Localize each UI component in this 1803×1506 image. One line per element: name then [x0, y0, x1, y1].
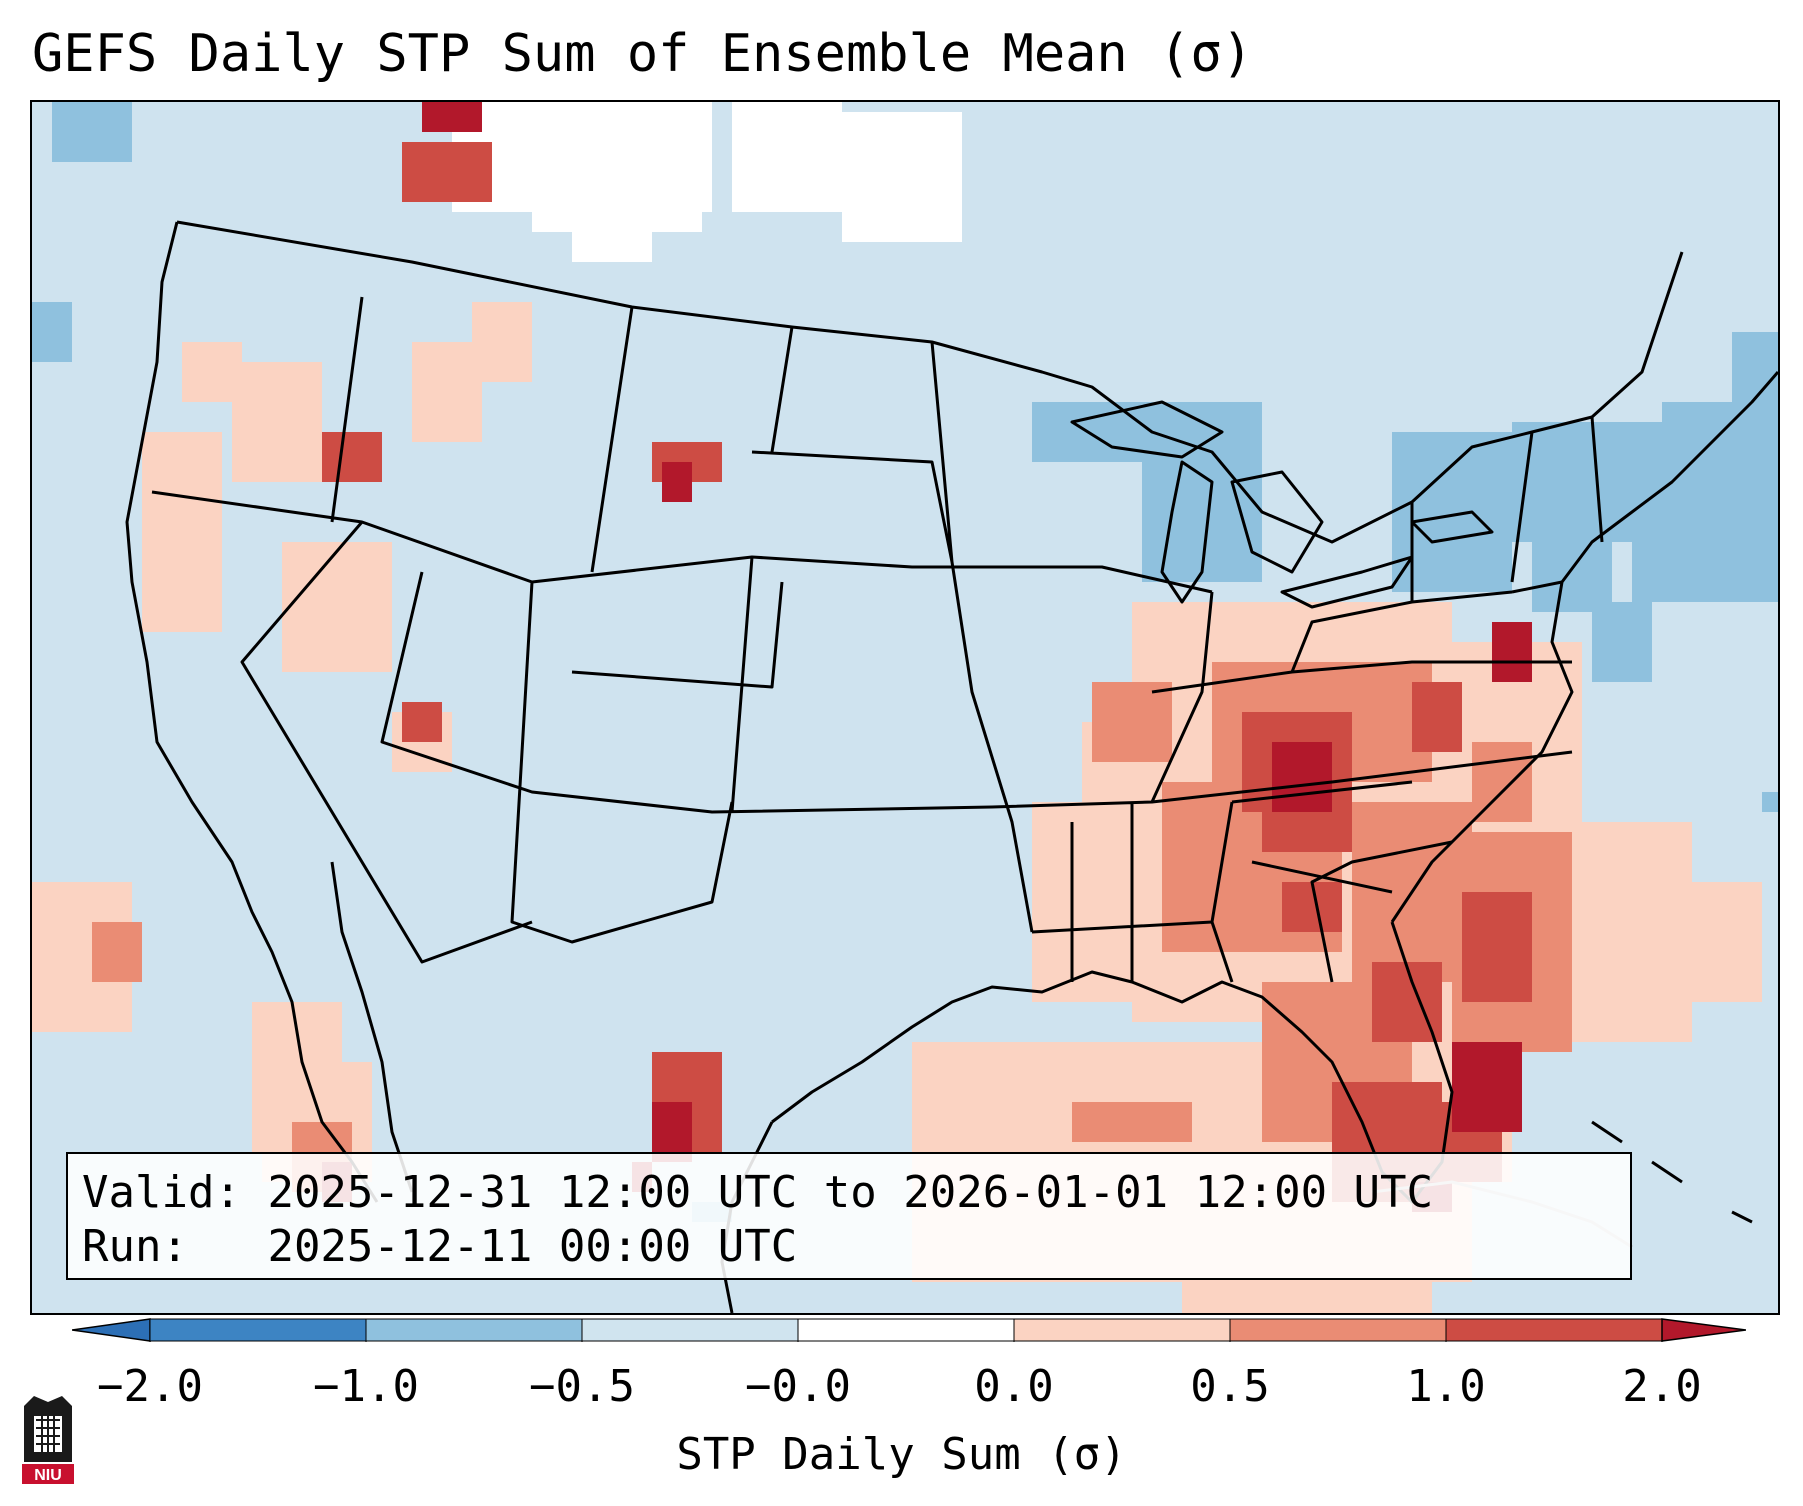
- colorbar-segment: [149, 1318, 367, 1342]
- bahamas-outline: [1591, 1120, 1753, 1224]
- anomaly-cell: [402, 702, 442, 742]
- colorbar: [72, 1318, 1746, 1342]
- state-lines: [151, 296, 1604, 983]
- anomaly-cell: [402, 142, 492, 202]
- colorbar-segment: [797, 1318, 1015, 1342]
- us-canada-border: [176, 220, 1684, 544]
- baja-coastline: [330, 861, 414, 1193]
- colorbar-under-arrow: [72, 1318, 151, 1342]
- map-canvas: [32, 102, 1778, 1313]
- anomaly-cell: [1762, 792, 1778, 812]
- anomaly-cell: [1072, 1102, 1192, 1142]
- anomaly-cell: [412, 342, 482, 442]
- anomaly-cell: [92, 922, 142, 982]
- anomaly-cell: [1632, 542, 1712, 602]
- anomaly-cell: [1592, 602, 1652, 682]
- anomaly-cell: [1472, 742, 1532, 822]
- anomaly-cell: [1142, 402, 1262, 582]
- boundary-layer: [125, 220, 1778, 1313]
- colorbar-segment: [365, 1318, 583, 1342]
- anomaly-cell: [1392, 432, 1512, 592]
- anomaly-cell: [1452, 1042, 1522, 1132]
- colorbar-tick-label: −0.5: [529, 1361, 635, 1412]
- colorbar-tick-label: 2.0: [1622, 1361, 1702, 1412]
- chart-title: GEFS Daily STP Sum of Ensemble Mean (σ): [32, 24, 1253, 84]
- colorbar-segment: [581, 1318, 799, 1342]
- anomaly-cell: [32, 302, 72, 362]
- colorbar-tick-label: 1.0: [1406, 1361, 1486, 1412]
- colorbar-over-arrow: [1661, 1318, 1746, 1342]
- run-label: Run:: [82, 1221, 188, 1272]
- niu-logo: NIU: [22, 1396, 74, 1484]
- anomaly-cell: [52, 102, 132, 162]
- anomaly-cell: [1412, 682, 1462, 752]
- anomaly-cell: [232, 362, 322, 482]
- anomaly-cell: [1182, 1282, 1432, 1313]
- colorbar-segment: [1445, 1318, 1663, 1342]
- valid-label: Valid:: [82, 1167, 241, 1218]
- anomaly-cell: [1492, 622, 1532, 682]
- colorbar-segment: [1229, 1318, 1447, 1342]
- logo-text: NIU: [34, 1467, 62, 1484]
- colorbar-tick-label: −2.0: [97, 1361, 203, 1412]
- anomaly-cell: [1582, 882, 1762, 1002]
- map-panel: [30, 100, 1780, 1315]
- anomaly-cell: [1462, 892, 1532, 1002]
- colorbar-segment: [1013, 1318, 1231, 1342]
- anomaly-cell: [142, 432, 222, 632]
- colorbar-label: STP Daily Sum (σ): [676, 1429, 1127, 1480]
- pacific-coastline: [125, 221, 379, 1203]
- anomaly-cell: [1272, 742, 1332, 812]
- run-value: 2025-12-11 00:00 UTC: [267, 1221, 798, 1272]
- anomaly-cell: [1282, 882, 1342, 932]
- anomaly-cell: [572, 202, 652, 262]
- anomaly-cell: [662, 462, 692, 502]
- colorbar-tick-label: −0.0: [745, 1361, 851, 1412]
- anomaly-cell: [322, 432, 382, 482]
- great-lakes: [1070, 400, 1494, 609]
- anomaly-cell: [282, 542, 392, 672]
- anomaly-layer: [32, 102, 1778, 1313]
- colorbar-tick-label: −1.0: [313, 1361, 419, 1412]
- colorbar-tick-label: 0.0: [974, 1361, 1054, 1412]
- anomaly-cell: [842, 112, 962, 242]
- valid-run-info-box: Valid: 2025-12-31 12:00 UTC to 2026-01-0…: [66, 1152, 1632, 1280]
- anomaly-cell: [732, 102, 842, 212]
- gulf-coastline: [771, 921, 1454, 1204]
- anomaly-cell: [1092, 682, 1172, 762]
- colorbar-tick-label: 0.5: [1190, 1361, 1270, 1412]
- anomaly-cell: [472, 302, 532, 382]
- anomaly-cell: [422, 102, 482, 132]
- valid-value: 2025-12-31 12:00 UTC to 2026-01-01 12:00…: [267, 1167, 1434, 1218]
